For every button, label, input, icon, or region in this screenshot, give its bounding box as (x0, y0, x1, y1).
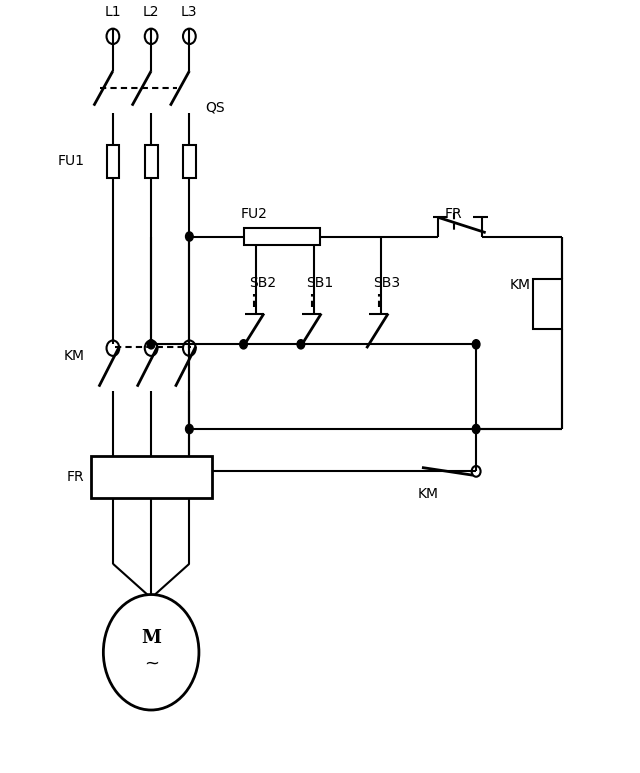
Text: FU1: FU1 (57, 155, 84, 169)
Bar (183, 145, 196, 178)
Bar (106, 145, 119, 178)
Text: M: M (141, 629, 161, 648)
Text: ~: ~ (143, 655, 159, 673)
Text: SB1: SB1 (306, 277, 333, 291)
Text: FR: FR (444, 207, 462, 221)
Circle shape (240, 339, 247, 349)
Text: L3: L3 (181, 5, 198, 19)
Circle shape (472, 339, 480, 349)
Text: QS: QS (205, 100, 225, 114)
Text: SB3: SB3 (373, 277, 400, 291)
Text: FU2: FU2 (241, 207, 268, 221)
Circle shape (297, 339, 305, 349)
Text: KM: KM (418, 487, 439, 501)
Bar (534, 279, 562, 329)
Bar (244, 228, 320, 245)
Text: FR: FR (67, 470, 84, 484)
Text: KM: KM (63, 349, 84, 363)
Bar (145, 145, 157, 178)
Circle shape (472, 424, 480, 434)
Circle shape (147, 339, 155, 349)
Bar (91, 456, 212, 499)
Text: SB2: SB2 (248, 277, 276, 291)
Circle shape (186, 424, 193, 434)
Text: L1: L1 (104, 5, 121, 19)
Circle shape (186, 232, 193, 241)
Text: L2: L2 (143, 5, 159, 19)
Text: KM: KM (509, 278, 531, 291)
